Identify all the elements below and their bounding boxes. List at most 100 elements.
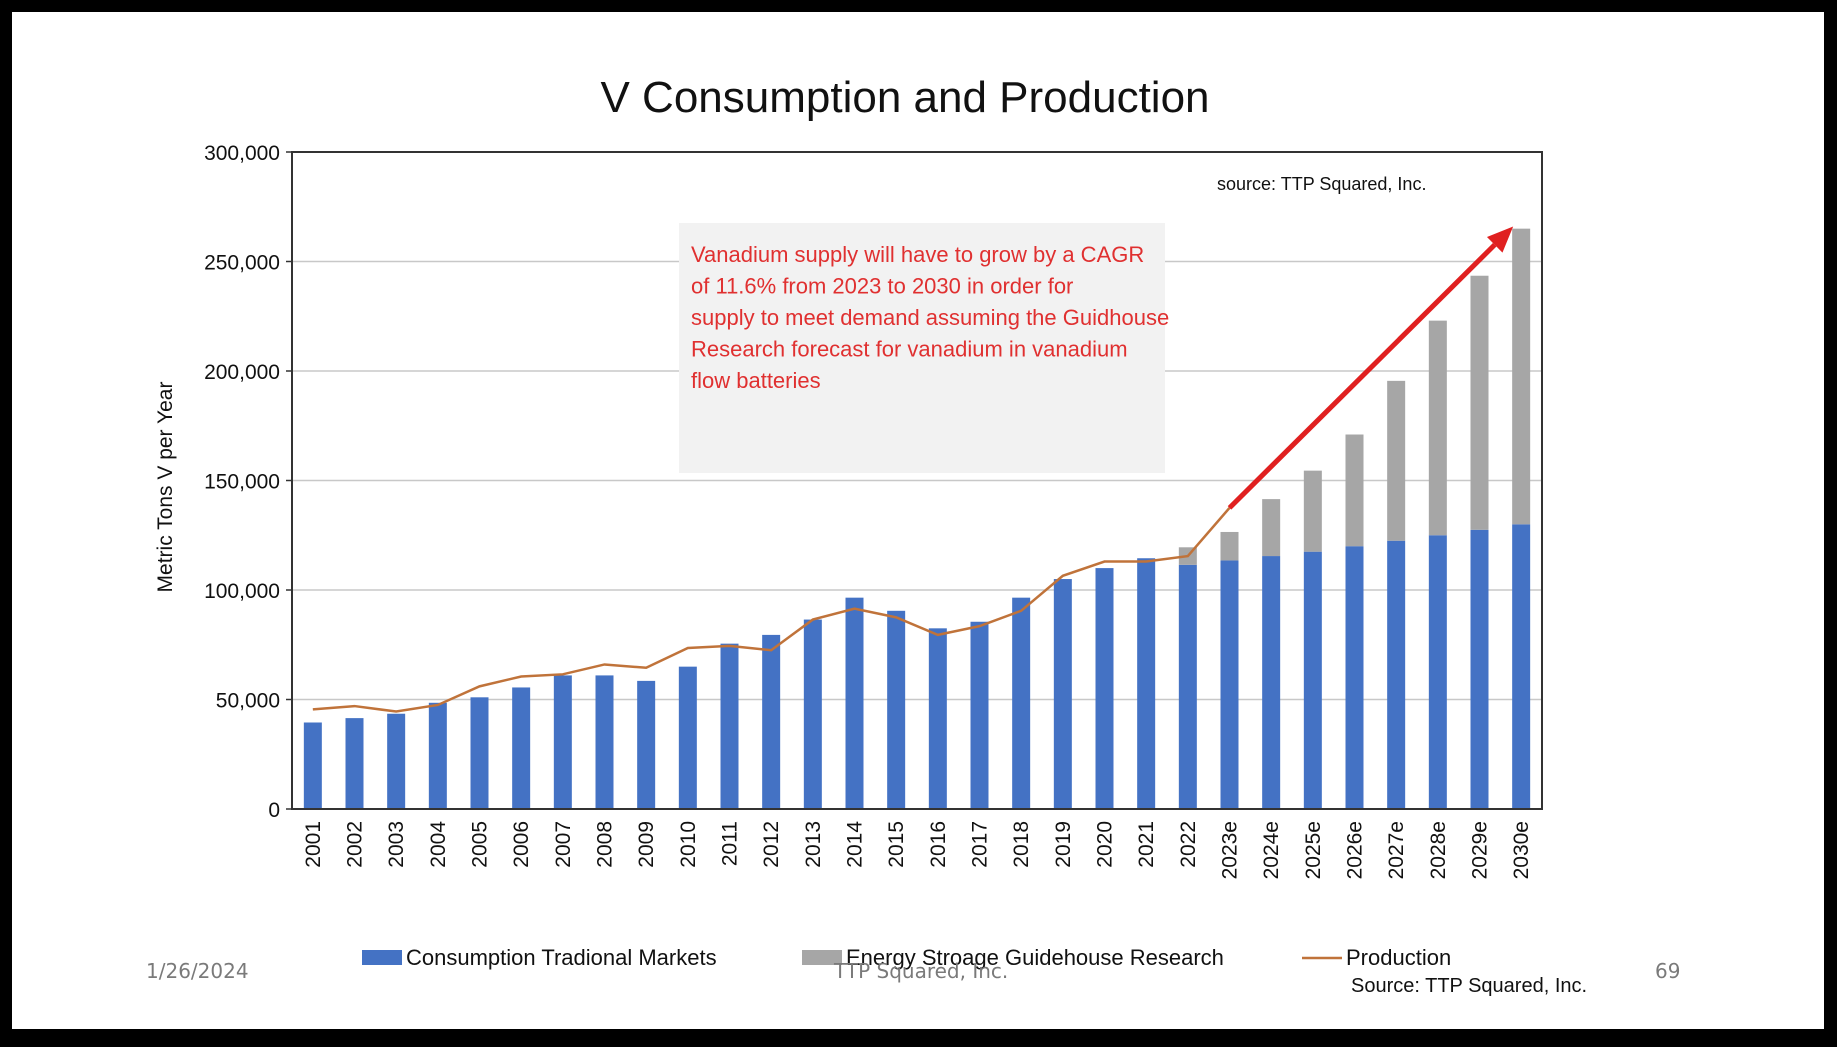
bar-consumption [720,643,739,809]
bar-consumption [470,697,489,809]
x-tick-label: 2017 [969,821,992,868]
bar-energy-storage [1262,499,1281,557]
bar-consumption [595,675,614,809]
bar-consumption [1470,529,1489,809]
x-tick-label: 2010 [677,821,700,868]
x-tick-label: 2008 [594,821,617,868]
x-tick-label: 2030e [1510,821,1533,879]
bar-consumption [553,675,572,809]
x-tick-label: 2001 [302,821,325,868]
legend-label: Energy Stroage Guidehouse Research [846,945,1224,970]
x-tick-label: 2003 [385,821,408,868]
x-axis: 2001 2002 2003 2004 2005 2006 2007 2008 2009 2010… [302,821,1533,880]
legend-swatch [362,950,402,965]
y-tick-label: 0 [268,799,280,822]
bar-energy-storage [1387,380,1406,541]
x-tick-label: 2028e [1427,821,1450,879]
bar-consumption [1345,546,1364,809]
x-tick-label: 2002 [344,821,367,868]
legend-swatch [802,950,842,965]
x-tick-label: 2022 [1177,821,1200,868]
x-tick-label: 2004 [427,821,450,868]
x-tick-label: 2029e [1469,821,1492,879]
x-tick-label: 2007 [552,821,575,868]
bar-consumption [428,702,447,809]
bars [303,228,1531,809]
bar-energy-storage [1303,470,1322,552]
footer-date: 1/26/2024 [146,959,249,983]
bar-consumption [678,666,697,809]
x-tick-label: 2018 [1010,821,1033,868]
bar-consumption [1387,540,1406,809]
x-tick-label: 2006 [510,821,533,868]
bar-consumption [345,718,364,809]
bar-consumption [1137,558,1156,809]
bar-consumption [1053,579,1072,809]
x-tick-label: 2014 [844,821,867,868]
bar-consumption [637,680,656,809]
growth-arrow [1227,226,1514,510]
chart: V Consumption and Production 0 50,000 100,… [154,73,1543,970]
x-tick-label: 2013 [802,821,825,868]
chart-title: V Consumption and Production [600,73,1209,122]
page-number: 69 [1655,959,1681,983]
bottom-source: Source: TTP Squared, Inc. [1351,975,1588,997]
bar-consumption [1512,524,1531,809]
slide: V Consumption and Production 0 50,000 100,… [12,12,1824,1029]
bar-consumption [1178,564,1197,809]
x-tick-label: 2015 [885,821,908,868]
x-tick-label: 2016 [927,821,950,868]
bar-energy-storage [1470,275,1489,530]
bar-consumption [970,621,989,809]
y-tick-label: 250,000 [204,252,280,275]
x-tick-label: 2025e [1302,821,1325,879]
y-axis: 0 50,000 100,000 150,000 200,000 250,000 300,0… [204,142,292,822]
production-line [312,507,1231,713]
footer-company: TTP Squared, Inc. [834,959,1009,983]
legend-label: Production [1346,945,1451,970]
production-line-group [312,507,1231,713]
bar-consumption [803,619,822,809]
x-tick-label: 2021 [1135,821,1158,868]
bar-consumption [762,634,781,809]
y-tick-label: 200,000 [204,361,280,384]
bar-consumption [1262,556,1281,809]
bar-consumption [1303,551,1322,809]
y-tick-label: 300,000 [204,142,280,165]
bar-consumption [512,687,531,809]
y-tick-label: 150,000 [204,471,280,494]
bar-consumption [928,628,947,809]
x-tick-label: 2026e [1344,821,1367,879]
y-axis-title: Metric Tons V per Year [154,382,177,593]
bar-consumption [303,722,322,809]
bar-energy-storage [1345,434,1364,547]
growth-arrow-shaft [1227,242,1497,510]
source-note: source: TTP Squared, Inc. [1217,174,1426,194]
bar-consumption [1220,560,1239,809]
bar-consumption [845,597,864,809]
x-tick-label: 2019 [1052,821,1075,868]
bar-energy-storage [1428,320,1447,536]
y-tick-label: 100,000 [204,580,280,603]
cagr-callout: Vanadium supply will have to grow by a C… [679,223,1169,473]
bar-consumption [1428,535,1447,809]
legend-label: Consumption Tradional Markets [406,945,717,970]
growth-arrow-head [1486,226,1514,253]
bar-consumption [1012,597,1031,809]
x-tick-label: 2024e [1260,821,1283,879]
bar-energy-storage [1220,531,1239,561]
bar-consumption [387,713,406,809]
x-tick-label: 2023e [1219,821,1242,879]
x-tick-label: 2009 [635,821,658,868]
x-tick-label: 2011 [719,821,742,866]
callout-text: Vanadium supply will have to grow by a C… [691,242,1169,393]
bar-consumption [887,610,906,809]
bar-energy-storage [1512,228,1531,525]
bar-consumption [1095,568,1114,809]
x-tick-label: 2020 [1094,821,1117,868]
x-tick-label: 2012 [760,821,783,868]
y-tick-label: 50,000 [216,690,280,713]
x-tick-label: 2005 [469,821,492,868]
x-tick-label: 2027e [1385,821,1408,879]
legend: Consumption Tradional Markets Energy Stro… [362,945,1451,970]
